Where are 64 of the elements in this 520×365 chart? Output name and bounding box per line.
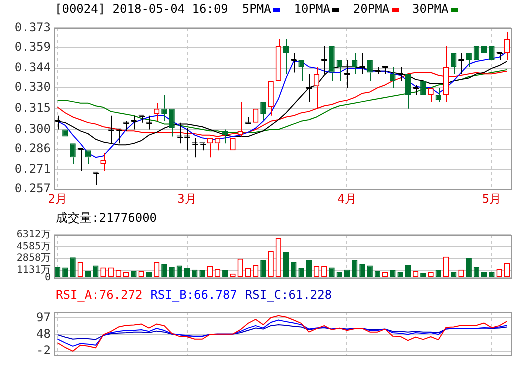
candlestick xyxy=(504,32,510,61)
bar xyxy=(260,260,266,278)
candlestick xyxy=(298,60,304,82)
candlestick xyxy=(222,129,228,144)
y-tick-label: 48 xyxy=(36,326,51,341)
y-tick-label: 0.300 xyxy=(14,122,51,136)
x-tick-label: 5月 xyxy=(482,192,502,206)
chart-title: [00024] 2018-05-04 16:09 xyxy=(55,2,228,16)
candlestick xyxy=(268,81,274,116)
legend-label: 30PMA xyxy=(412,2,449,16)
bar xyxy=(360,264,366,278)
bar xyxy=(367,266,373,278)
bar xyxy=(162,264,168,278)
candlestick xyxy=(276,38,282,82)
x-tick-label: 4月 xyxy=(338,192,357,206)
candlestick xyxy=(390,66,396,89)
legend-label: 10PMA xyxy=(294,2,330,16)
bar xyxy=(352,260,358,278)
candlestick xyxy=(70,144,76,166)
candlestick xyxy=(352,52,358,75)
y-tick-label: 0.330 xyxy=(14,80,51,94)
text: RSI_C:61.228 xyxy=(245,288,332,302)
candlestick xyxy=(336,60,342,82)
candlestick xyxy=(162,94,168,122)
candlestick xyxy=(405,74,412,110)
chart-title: 成交量:21776000 xyxy=(56,211,158,225)
candlestick xyxy=(169,108,175,138)
bar xyxy=(283,252,290,278)
y-tick-label: -2 xyxy=(36,344,51,358)
candlestick xyxy=(85,150,92,166)
y-tick-label: 6312万 xyxy=(16,230,51,241)
legend-label: 20PMA xyxy=(353,2,390,16)
x-tick-label: 3月 xyxy=(178,192,197,206)
y-tick-label: 0.315 xyxy=(14,101,51,116)
bar xyxy=(329,268,335,278)
candlestick xyxy=(329,46,335,82)
y-tick-label: 0.373 xyxy=(14,20,51,34)
bar xyxy=(176,266,183,278)
bar xyxy=(93,266,99,278)
y-tick-label: 2858万 xyxy=(16,253,51,264)
legend-label: 5PMA xyxy=(242,2,272,16)
bar xyxy=(306,260,312,278)
y-tick-label: 0.257 xyxy=(14,182,51,196)
bar xyxy=(169,267,175,278)
y-tick-label: 0.359 xyxy=(14,40,51,54)
bar xyxy=(291,262,297,278)
bar xyxy=(405,265,412,278)
series-label: RSI_A:76.272 xyxy=(56,288,143,302)
y-tick-label: 0.344 xyxy=(14,60,51,75)
candlestick xyxy=(466,53,472,68)
bar xyxy=(474,267,480,278)
y-tick-label: 97 xyxy=(36,310,51,324)
y-tick-label: 0.271 xyxy=(14,162,51,176)
bar xyxy=(54,267,61,278)
y-tick-label: 0.286 xyxy=(14,141,51,156)
bar xyxy=(70,258,76,278)
candlestick xyxy=(367,60,373,82)
candlestick xyxy=(260,102,266,121)
bar xyxy=(62,268,68,278)
candlestick xyxy=(451,53,457,75)
x-tick-label: 2月 xyxy=(48,192,68,206)
text: RSI_B:66.787 xyxy=(150,288,238,302)
y-tick-label: 4585万 xyxy=(16,241,51,252)
bar xyxy=(466,258,472,278)
